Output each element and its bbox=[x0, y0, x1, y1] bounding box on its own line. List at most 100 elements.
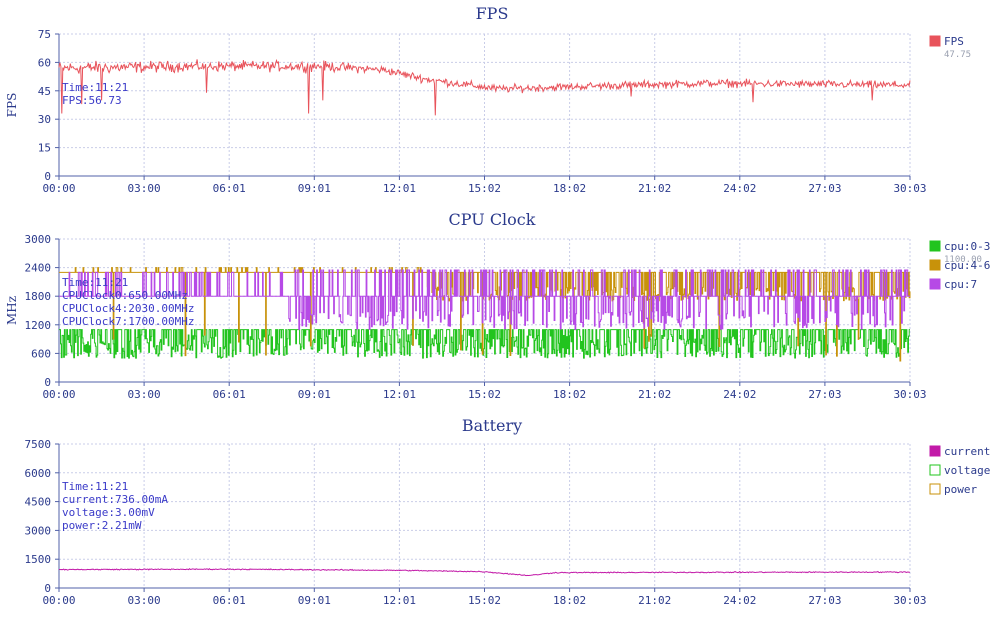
series-group bbox=[58, 58, 911, 116]
y-tick-label: 15 bbox=[38, 142, 51, 155]
y-tick-label: 4500 bbox=[25, 496, 52, 509]
x-tick-label: 24:02 bbox=[723, 388, 756, 401]
legend-swatch bbox=[929, 240, 941, 252]
legend-value: 47.75 bbox=[944, 50, 971, 60]
chart-title: CPU Clock bbox=[449, 210, 536, 229]
y-tick-label: 1500 bbox=[25, 553, 52, 566]
legend-swatch bbox=[929, 464, 941, 476]
x-tick-label: 21:02 bbox=[638, 388, 671, 401]
x-tick-label: 21:02 bbox=[638, 182, 671, 195]
tooltip: Time:11:21CPUClock0:650.00MHzCPUClock4:2… bbox=[62, 276, 194, 328]
legend-entry: voltage bbox=[944, 464, 990, 477]
x-tick-label: 27:03 bbox=[808, 594, 841, 607]
legend-swatch bbox=[929, 445, 941, 457]
tooltip-line: current:736.00mA bbox=[62, 493, 168, 506]
chart-cpu: CPU Clock MHz 0 600 1200 1800 2400 3000 00:00 03:… bbox=[5, 210, 990, 401]
tooltip-line: Time:11:21 bbox=[62, 276, 128, 289]
y-tick-label: 0 bbox=[44, 376, 51, 389]
legend: current voltage power bbox=[929, 445, 990, 496]
tooltip-line: power:2.21mW bbox=[62, 519, 142, 532]
legend: FPS 47.75 bbox=[929, 35, 971, 60]
y-tick-label: 75 bbox=[38, 28, 51, 41]
y-tick-label: 1200 bbox=[25, 319, 52, 332]
x-tick-label: 21:02 bbox=[638, 594, 671, 607]
legend-entry: FPS bbox=[944, 35, 964, 48]
x-tick-label: 30:03 bbox=[893, 182, 926, 195]
series-line-cpu-7 bbox=[59, 269, 910, 330]
tooltip-line: voltage:3.00mV bbox=[62, 506, 155, 519]
x-tick-label: 09:01 bbox=[298, 594, 331, 607]
tooltip-line: Time:11:21 bbox=[62, 480, 128, 493]
chart-fps: FPS FPS 0 15 30 45 60 75 00:00 03:00 06:01 09:01 12:… bbox=[5, 4, 971, 195]
x-tick-label: 15:02 bbox=[468, 388, 501, 401]
tooltip-line: CPUClock4:2030.00MHz bbox=[62, 302, 194, 315]
legend-swatch bbox=[929, 35, 941, 47]
y-tick-label: 0 bbox=[44, 582, 51, 595]
legend-swatch bbox=[929, 483, 941, 495]
x-tick-label: 15:02 bbox=[468, 182, 501, 195]
y-tick-label: 7500 bbox=[25, 438, 52, 451]
y-tick-label: 1800 bbox=[25, 290, 52, 303]
x-tick-label: 06:01 bbox=[213, 182, 246, 195]
tooltip-line: FPS:56.73 bbox=[62, 94, 122, 107]
y-tick-label: 2400 bbox=[25, 262, 52, 275]
tooltip-line: CPUClock0:650.00MHz bbox=[62, 289, 188, 302]
legend-entry: power bbox=[944, 483, 977, 496]
x-tick-label: 30:03 bbox=[893, 594, 926, 607]
x-tick-label: 06:01 bbox=[213, 594, 246, 607]
x-tick-label: 15:02 bbox=[468, 594, 501, 607]
y-tick-label: 30 bbox=[38, 113, 51, 126]
x-tick-label: 18:02 bbox=[553, 594, 586, 607]
x-tick-label: 00:00 bbox=[42, 182, 75, 195]
tooltip-line: CPUClock7:1700.00MHz bbox=[62, 315, 194, 328]
x-tick-label: 03:00 bbox=[128, 388, 161, 401]
x-tick-label: 12:01 bbox=[383, 388, 416, 401]
series-line-cpu-0-3 bbox=[59, 329, 910, 359]
legend-swatch bbox=[929, 278, 941, 290]
x-tick-label: 24:02 bbox=[723, 594, 756, 607]
x-tick-label: 06:01 bbox=[213, 388, 246, 401]
y-axis-label: FPS bbox=[5, 93, 19, 118]
chart-battery: Battery 0 1500 3000 4500 6000 7500 00:00 03:00 06… bbox=[25, 416, 991, 607]
x-tick-label: 00:00 bbox=[42, 388, 75, 401]
x-tick-label: 09:01 bbox=[298, 182, 331, 195]
tooltip: Time:11:21current:736.00mAvoltage:3.00mV… bbox=[62, 480, 168, 532]
x-tick-label: 24:02 bbox=[723, 182, 756, 195]
y-tick-label: 45 bbox=[38, 85, 51, 98]
x-tick-label: 30:03 bbox=[893, 388, 926, 401]
series-line-cpu-4-6 bbox=[59, 267, 911, 362]
y-tick-label: 6000 bbox=[25, 467, 52, 480]
y-axis-label: MHz bbox=[5, 296, 19, 325]
y-tick-label: 3000 bbox=[25, 524, 52, 537]
chart-title: FPS bbox=[476, 4, 509, 23]
series-line-fps bbox=[58, 58, 911, 116]
x-tick-label: 09:01 bbox=[298, 388, 331, 401]
legend-value: 1100.00 bbox=[944, 255, 982, 265]
x-tick-label: 03:00 bbox=[128, 182, 161, 195]
legend-entry: current bbox=[944, 445, 990, 458]
x-tick-label: 18:02 bbox=[553, 388, 586, 401]
series-group bbox=[59, 267, 911, 362]
chart-title: Battery bbox=[462, 416, 522, 435]
y-tick-label: 60 bbox=[38, 56, 51, 69]
x-tick-label: 27:03 bbox=[808, 182, 841, 195]
series-line-current bbox=[59, 568, 911, 577]
x-tick-label: 27:03 bbox=[808, 388, 841, 401]
legend-entry: cpu:4-6 bbox=[944, 259, 990, 272]
legend-entry: cpu:7 bbox=[944, 278, 977, 291]
legend-entry: cpu:0-3 bbox=[944, 240, 990, 253]
x-tick-label: 18:02 bbox=[553, 182, 586, 195]
series-group bbox=[59, 568, 911, 577]
x-tick-label: 00:00 bbox=[42, 594, 75, 607]
y-tick-label: 0 bbox=[44, 170, 51, 183]
y-tick-label: 600 bbox=[31, 347, 51, 360]
x-tick-label: 12:01 bbox=[383, 594, 416, 607]
x-tick-label: 12:01 bbox=[383, 182, 416, 195]
x-tick-label: 03:00 bbox=[128, 594, 161, 607]
y-tick-label: 3000 bbox=[25, 233, 52, 246]
legend-swatch bbox=[929, 259, 941, 271]
tooltip-line: Time:11:21 bbox=[62, 81, 128, 94]
